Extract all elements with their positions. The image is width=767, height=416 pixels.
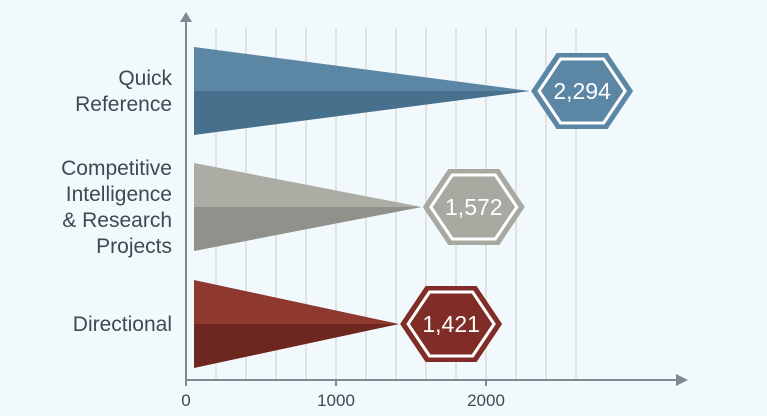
- value-badge-2: 1,421: [400, 286, 503, 362]
- bar-upper-0: [194, 47, 531, 91]
- category-label-line: Projects: [96, 235, 172, 258]
- category-labels: Quick Reference Competitive Intelligence & R…: [61, 67, 172, 336]
- value-label: 2,294: [553, 78, 611, 104]
- value-badges: 2,294 1,572 1,421: [400, 53, 634, 362]
- category-label: Quick Reference: [75, 67, 172, 116]
- bar-upper-1: [194, 163, 422, 207]
- bar-lower-1: [194, 207, 422, 251]
- x-tick-label: 1000: [317, 391, 355, 410]
- bar-upper-2: [194, 280, 400, 324]
- x-axis-arrow: [676, 374, 688, 386]
- category-label-line: & Research: [62, 209, 172, 232]
- category-label: Competitive Intelligence & Research Project…: [61, 157, 172, 258]
- bar-lower-0: [194, 91, 531, 135]
- badge-inner: [537, 57, 627, 125]
- tick-labels: 0 1000 2000: [181, 380, 505, 410]
- value-badge-1: 1,572: [422, 169, 525, 245]
- category-label-line: Intelligence: [66, 183, 172, 206]
- category-label-line: Reference: [75, 93, 172, 116]
- value-label: 1,572: [445, 194, 503, 220]
- value-badge-0: 2,294: [531, 53, 634, 129]
- value-label: 1,421: [422, 311, 480, 337]
- category-label-line: Directional: [73, 313, 172, 336]
- bars: [194, 47, 531, 368]
- x-tick-label: 2000: [467, 391, 505, 410]
- axes: [180, 12, 688, 386]
- category-label-line: Quick: [118, 67, 172, 90]
- badge-inner: [428, 173, 519, 241]
- badge-inner: [406, 290, 496, 358]
- x-tick-label: 0: [181, 391, 190, 410]
- category-label-line: Competitive: [61, 157, 172, 180]
- y-axis-arrow: [180, 12, 192, 22]
- bar-lower-2: [194, 324, 400, 368]
- category-label: Directional: [73, 313, 172, 336]
